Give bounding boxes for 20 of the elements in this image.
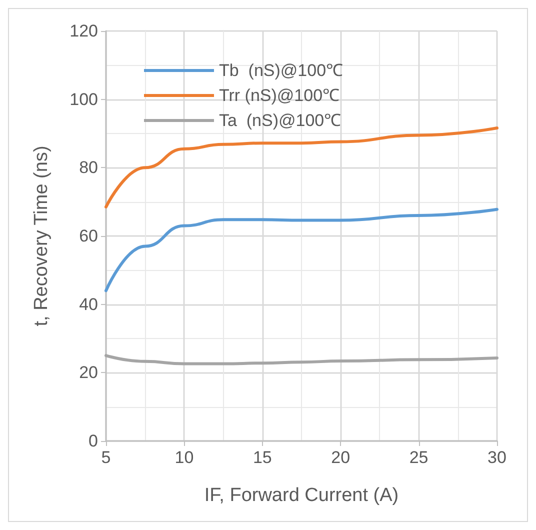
x-tick-label: 15 (252, 448, 272, 467)
x-tick-label: 30 (488, 448, 506, 467)
line-series (104, 354, 498, 366)
y-tick-label: 20 (79, 363, 98, 382)
x-axis-title: IF, Forward Current (A) (204, 485, 399, 506)
legend-label: Trr (nS)@100℃ (219, 86, 340, 105)
x-tick-label: 25 (409, 448, 428, 467)
x-tick-label: 5 (101, 448, 111, 467)
y-axis-title: t, Recovery Time (ns) (31, 146, 52, 326)
y-tick-label: 60 (79, 226, 98, 246)
line-series (104, 208, 498, 292)
y-tick-label: 100 (70, 90, 98, 109)
y-tick-label: 40 (79, 294, 98, 314)
legend-label: Ta (nS)@100℃ (219, 111, 342, 130)
legend-label: Tb (nS)@100℃ (219, 61, 344, 80)
y-tick-label: 80 (79, 158, 98, 178)
y-tick-label: 120 (70, 22, 98, 40)
x-tick-label: 10 (174, 448, 194, 467)
y-tick-label: 0 (88, 432, 98, 450)
x-tick-label: 20 (331, 448, 350, 467)
